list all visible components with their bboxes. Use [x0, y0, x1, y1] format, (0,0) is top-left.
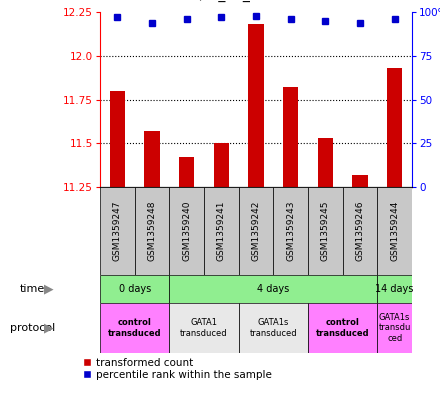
Bar [387, 68, 403, 187]
Bar [248, 24, 264, 187]
Text: GSM1359245: GSM1359245 [321, 201, 330, 261]
Text: GSM1359246: GSM1359246 [356, 201, 364, 261]
Text: GSM1359248: GSM1359248 [147, 201, 157, 261]
Text: GSM1359242: GSM1359242 [252, 201, 260, 261]
Text: GSM1359244: GSM1359244 [390, 201, 399, 261]
Bar [110, 91, 125, 187]
Text: GATA1
transduced: GATA1 transduced [180, 318, 228, 338]
Bar [144, 131, 160, 187]
Bar [100, 303, 169, 353]
Text: protocol: protocol [10, 323, 55, 333]
Bar [308, 187, 343, 275]
Bar [378, 275, 412, 303]
Bar [378, 187, 412, 275]
Text: GSM1359247: GSM1359247 [113, 201, 122, 261]
Text: time: time [19, 284, 45, 294]
Bar [135, 187, 169, 275]
Bar [343, 187, 378, 275]
Text: GATA1s
transduced: GATA1s transduced [249, 318, 297, 338]
Bar [169, 303, 238, 353]
Text: GSM1359240: GSM1359240 [182, 201, 191, 261]
Text: control
transduced: control transduced [108, 318, 161, 338]
Bar [273, 187, 308, 275]
Bar [308, 303, 378, 353]
Bar [238, 303, 308, 353]
Bar [169, 187, 204, 275]
Bar [100, 275, 169, 303]
Bar [179, 157, 194, 187]
Text: ▶: ▶ [44, 321, 54, 334]
Bar [238, 187, 273, 275]
Legend: transformed count, percentile rank within the sample: transformed count, percentile rank withi… [83, 358, 271, 380]
Bar [100, 187, 135, 275]
Text: GSM1359241: GSM1359241 [217, 201, 226, 261]
Text: GSM1359243: GSM1359243 [286, 201, 295, 261]
Text: GATA1s
transdu
ced: GATA1s transdu ced [378, 313, 411, 343]
Text: ▶: ▶ [44, 283, 54, 296]
Text: control
transduced: control transduced [316, 318, 370, 338]
Text: 4 days: 4 days [257, 284, 290, 294]
Bar [169, 275, 378, 303]
Bar [204, 187, 238, 275]
Bar [352, 175, 368, 187]
Text: GDS5368 / A_32_P228501: GDS5368 / A_32_P228501 [129, 0, 311, 2]
Text: 14 days: 14 days [375, 284, 414, 294]
Bar [213, 143, 229, 187]
Bar [318, 138, 333, 187]
Bar [283, 87, 298, 187]
Bar [378, 303, 412, 353]
Text: 0 days: 0 days [118, 284, 151, 294]
